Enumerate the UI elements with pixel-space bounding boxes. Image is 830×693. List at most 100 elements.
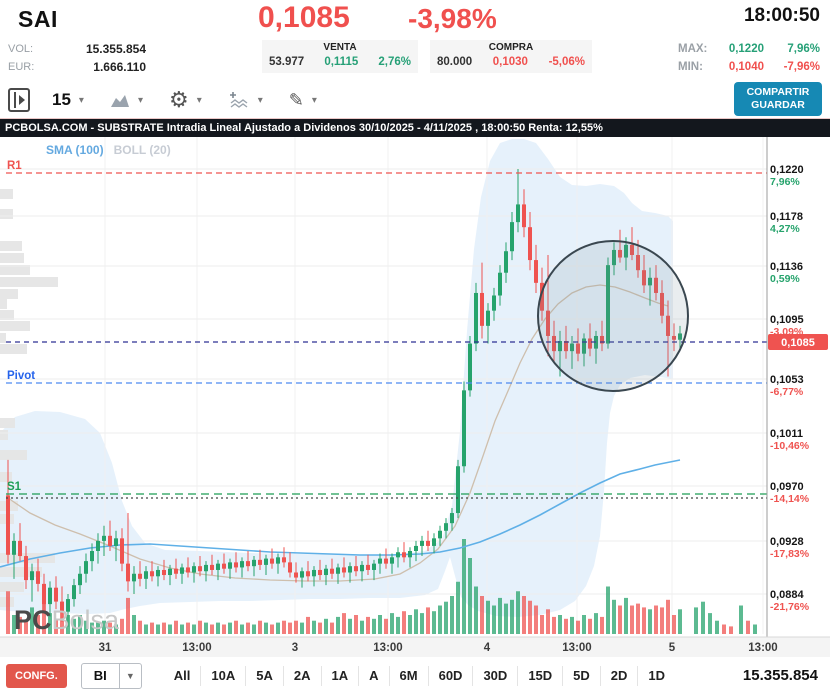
- boll-legend-label[interactable]: BOLL (20): [113, 143, 171, 157]
- share-save-button[interactable]: COMPARTIR GUARDAR: [734, 82, 822, 116]
- range-button-60d[interactable]: 60D: [427, 665, 473, 686]
- watermark: PCBolsa: [14, 605, 120, 635]
- range-button-6m[interactable]: 6M: [388, 665, 428, 686]
- candle-body: [666, 315, 670, 336]
- volume-bar: [138, 620, 142, 634]
- volume-bar: [474, 586, 478, 634]
- candle-body: [132, 573, 136, 582]
- bid-box: VENTA 53.977 0,1115 2,76%: [262, 40, 418, 73]
- market-selector[interactable]: BI ▼: [80, 662, 142, 689]
- range-button-5d[interactable]: 5D: [562, 665, 600, 686]
- candle-body: [516, 204, 520, 223]
- volume-bar: [588, 618, 592, 634]
- annotation-circle[interactable]: [537, 240, 689, 392]
- save-label: GUARDAR: [751, 99, 805, 111]
- volume-bar: [654, 605, 658, 634]
- time-axis-label[interactable]: 13:00: [182, 642, 211, 654]
- sma-legend-label[interactable]: SMA (100): [46, 143, 104, 157]
- settings-gear-icon[interactable]: ⚙: [168, 87, 189, 112]
- price-axis-percent: -6,77%: [770, 386, 804, 398]
- price-axis-label: 0,1220: [770, 164, 804, 176]
- time-axis-label[interactable]: 3: [292, 642, 298, 654]
- range-button-10a[interactable]: 10A: [200, 665, 245, 686]
- max-row: MAX: 0,1220 7,96%: [678, 40, 820, 58]
- volume-bar: [342, 613, 346, 634]
- volume-bar: [612, 599, 616, 634]
- level-label-pivot: Pivot: [7, 370, 35, 382]
- candle-body: [546, 310, 550, 336]
- candle-body: [576, 343, 580, 354]
- time-axis-label[interactable]: 5: [669, 642, 676, 654]
- volume-bar: [558, 615, 562, 634]
- volume-bar: [126, 597, 130, 634]
- price-axis-percent: -10,46%: [770, 440, 810, 452]
- range-button-1a[interactable]: 1A: [320, 665, 359, 686]
- candle-body: [186, 567, 190, 573]
- add-indicator-icon[interactable]: [228, 90, 250, 110]
- candle-body: [654, 277, 658, 293]
- range-button-15d[interactable]: 15D: [517, 665, 562, 686]
- interval-selector[interactable]: 15: [52, 90, 71, 109]
- candle-body: [318, 569, 322, 576]
- range-button-a[interactable]: A: [358, 665, 388, 686]
- volume-bar: [132, 615, 136, 634]
- config-button[interactable]: CONFG.: [6, 663, 67, 688]
- volume-bar: [432, 611, 436, 634]
- candle-body: [480, 292, 484, 326]
- candle-body: [54, 587, 58, 602]
- chevron-down-icon[interactable]: ▾: [78, 94, 84, 106]
- candle-body: [396, 552, 400, 558]
- volume-bar: [462, 539, 466, 634]
- candle-body: [384, 558, 388, 564]
- volume-bar: [426, 607, 430, 634]
- chart-type-icon[interactable]: [110, 91, 130, 109]
- chevron-down-icon[interactable]: ▾: [137, 94, 143, 106]
- range-button-2a[interactable]: 2A: [282, 665, 321, 686]
- range-button-30d[interactable]: 30D: [472, 665, 517, 686]
- volume-bar: [24, 619, 28, 634]
- ask-quantity: 80.000: [437, 56, 473, 68]
- chevron-down-icon[interactable]: ▾: [196, 94, 202, 106]
- candle-body: [276, 557, 280, 564]
- volume-bar: [753, 624, 757, 634]
- volume-bar: [636, 603, 640, 634]
- volume-bar: [642, 607, 646, 634]
- eur-label: EUR:: [8, 61, 35, 73]
- time-axis-label[interactable]: 31: [99, 642, 112, 654]
- candle-body: [204, 564, 208, 572]
- volume-profile-bar: [0, 450, 27, 460]
- volume-bar: [468, 558, 472, 634]
- price-axis-label: 0,1011: [770, 428, 803, 440]
- time-axis-label[interactable]: 13:00: [373, 642, 402, 654]
- panel-toggle-icon[interactable]: [8, 88, 30, 112]
- price-axis-percent: 7,96%: [770, 176, 800, 188]
- volume-bar: [198, 620, 202, 634]
- candle-body: [438, 530, 442, 539]
- last-price-tag: [768, 334, 828, 350]
- time-axis-label[interactable]: 13:00: [562, 642, 591, 654]
- range-button-all[interactable]: All: [173, 667, 191, 683]
- volume-bar: [384, 618, 388, 634]
- time-axis-label[interactable]: 4: [484, 642, 491, 654]
- vol-row: VOL: 15.355.854: [8, 40, 146, 58]
- draw-pencil-icon[interactable]: ✎: [288, 89, 304, 110]
- range-button-2d[interactable]: 2D: [599, 665, 638, 686]
- candle-body: [426, 540, 430, 546]
- range-button-5a[interactable]: 5A: [245, 665, 283, 686]
- candle-body: [312, 569, 316, 577]
- candle-body: [120, 538, 124, 564]
- time-axis-label[interactable]: 13:00: [748, 642, 777, 654]
- chevron-down-icon[interactable]: ▾: [257, 94, 263, 106]
- volume-profile-bar: [0, 472, 12, 482]
- chevron-down-icon[interactable]: ▾: [311, 94, 317, 106]
- range-button-1d[interactable]: 1D: [637, 665, 675, 686]
- candle-body: [252, 559, 256, 567]
- price-axis-label: 0,0970: [770, 481, 804, 493]
- candle-body: [222, 563, 226, 569]
- candle-body: [588, 338, 592, 349]
- volume-bar: [456, 581, 460, 634]
- candle-body: [216, 563, 220, 570]
- candle-body: [492, 295, 496, 311]
